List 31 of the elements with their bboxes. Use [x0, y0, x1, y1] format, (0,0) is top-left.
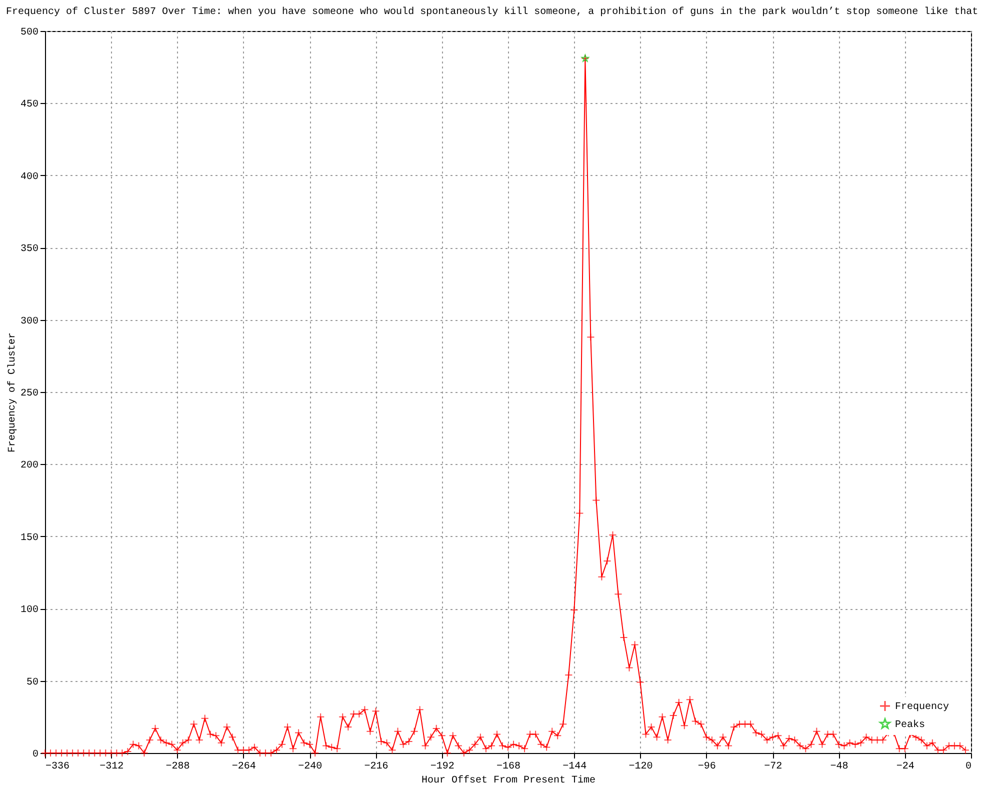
y-tick-label: 0	[32, 750, 38, 760]
y-axis-title: Frequency of Cluster	[6, 332, 18, 453]
legend-label: Frequency	[895, 702, 950, 713]
x-tick-label: −216	[364, 762, 388, 772]
x-tick-label: −96	[698, 762, 716, 772]
x-tick-label: −120	[628, 762, 653, 772]
y-tick-label: 400	[20, 172, 38, 183]
x-tick-label: −48	[830, 762, 848, 772]
x-tick-label: −192	[430, 762, 454, 772]
y-tick-label: 50	[26, 677, 38, 688]
x-tick-label: −168	[496, 762, 521, 772]
x-tick-label: −264	[232, 762, 256, 772]
y-tick-label: 500	[20, 28, 38, 38]
y-tick-label: 100	[20, 605, 38, 616]
y-tick-label: 450	[20, 100, 38, 111]
y-tick-label: 250	[20, 388, 38, 400]
y-tick-label: 150	[20, 532, 38, 544]
y-tick-label: 200	[20, 460, 38, 472]
chart-title: Frequency of Cluster 5897 Over Time: when you have someone who would spontaneously kill someone, a prohibition of guns in the park wouldn’t stop someone like that	[6, 6, 978, 18]
y-tick-label: 300	[20, 316, 38, 328]
x-tick-label: −288	[166, 762, 190, 772]
y-tick-label: 350	[20, 244, 38, 256]
x-tick-label: −72	[764, 762, 782, 772]
x-tick-label: −312	[100, 762, 124, 772]
x-axis-title: Hour Offset From Present Time	[421, 774, 596, 786]
legend-label: Peaks	[895, 719, 926, 731]
x-tick-label: −240	[298, 762, 322, 772]
x-tick-label: −144	[562, 762, 587, 772]
x-tick-label: −24	[896, 762, 914, 772]
x-tick-label: 0	[965, 762, 972, 772]
x-tick-label: −336	[46, 762, 70, 772]
